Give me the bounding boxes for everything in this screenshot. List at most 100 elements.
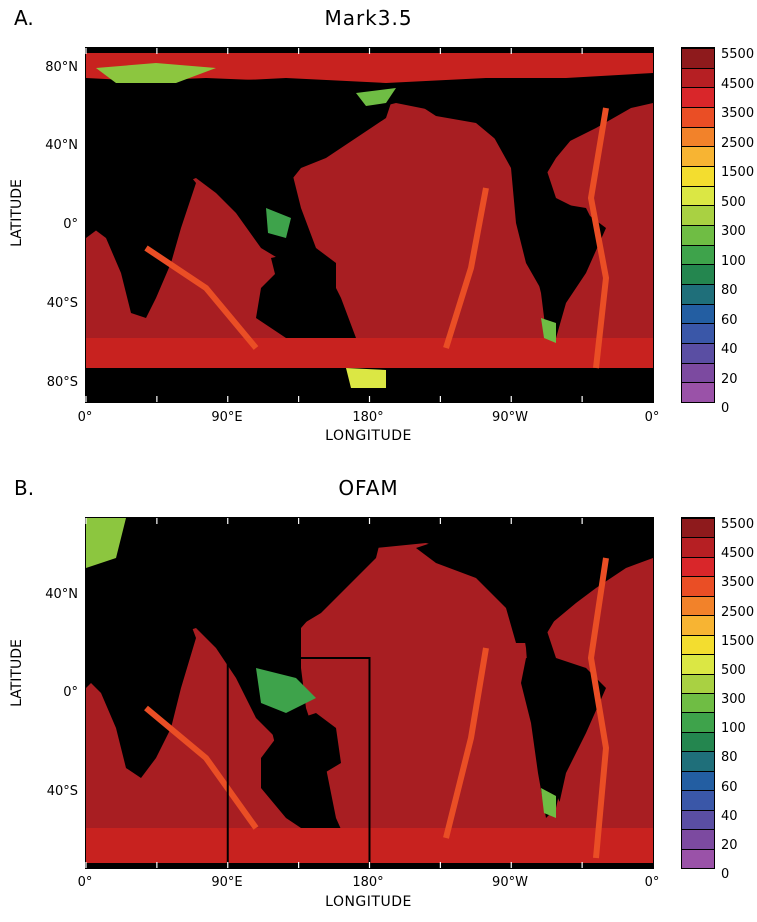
ocean-pacific: [291, 103, 556, 373]
colorbar-label: 60: [721, 312, 738, 328]
map-svg: [86, 518, 653, 868]
shelf-antarctic: [346, 368, 386, 388]
colorbar-label: 60: [721, 779, 738, 795]
colorbar-swatch: [682, 654, 714, 674]
ocean-atlantic: [546, 103, 653, 378]
colorbar-swatch: [682, 829, 714, 849]
colorbar-label: 3500: [721, 106, 755, 121]
colorbar-label: 300: [721, 692, 746, 707]
map-svg: [86, 48, 653, 402]
colorbar-swatch: [682, 244, 714, 265]
panel-ofam: B. OFAM LATITUDE 40°N 0° 40°S 0° 90°E 18…: [0, 470, 757, 922]
colorbar-swatch: [682, 284, 714, 304]
y-tick-label: 40°S: [46, 296, 78, 311]
x-tick-label: 90°E: [211, 410, 243, 425]
ocean-arctic: [86, 53, 653, 83]
colorbar-label: 4500: [721, 546, 755, 562]
colorbar-label: 1500: [721, 165, 755, 180]
ridge-indian: [144, 705, 259, 830]
land-south-america: [521, 658, 596, 818]
land-eurasia: [86, 518, 386, 638]
colorbar-label: 40: [721, 808, 738, 824]
colorbar-swatch: [682, 848, 714, 868]
colorbar-swatch: [682, 303, 714, 324]
ocean-southern: [86, 338, 653, 368]
colorbar-label: 1500: [721, 633, 755, 649]
colorbar-swatch: [682, 166, 714, 186]
bathymetry-map: [85, 517, 654, 869]
region-box: [226, 657, 371, 868]
x-tick-label: 180°: [352, 875, 384, 890]
y-tick-label: 40°N: [45, 138, 78, 153]
x-tick-label: 0°: [644, 410, 660, 425]
x-tick-label: 90°W: [492, 410, 528, 425]
ridge-midatlantic: [587, 107, 610, 369]
colorbar-label: 100: [721, 253, 746, 269]
colorbar-swatch: [682, 185, 714, 206]
colorbar-swatch: [682, 146, 714, 166]
x-tick-label: 0°: [77, 875, 93, 890]
colorbar-label: 500: [721, 662, 746, 678]
land-eurasia: [86, 78, 396, 198]
x-axis-label: LONGITUDE: [325, 894, 412, 910]
x-tick-label: 90°W: [492, 875, 528, 890]
colorbar-label: 20: [721, 837, 738, 853]
colorbar-label: 20: [721, 371, 738, 387]
x-tick-label: 0°: [644, 875, 660, 890]
colorbar-label: 0: [721, 401, 730, 416]
colorbar-swatch: [682, 225, 714, 245]
colorbar-label: 2500: [721, 604, 755, 620]
colorbar-swatch: [682, 343, 714, 363]
y-tick-label: 0°: [63, 685, 78, 700]
colorbar-label: 40: [721, 342, 738, 357]
land-south-america: [521, 198, 596, 333]
colorbar-label: 2500: [721, 135, 755, 151]
colorbar-label: 0: [721, 867, 730, 882]
colorbar-swatch: [682, 362, 714, 383]
colorbar-swatch: [682, 615, 714, 635]
panel-mark35: A. Mark3.5 LATITUDE: [0, 0, 757, 460]
colorbar-swatch: [682, 107, 714, 127]
colorbar-swatch: [682, 731, 714, 752]
colorbar-label: 500: [721, 194, 746, 210]
land-north-america: [416, 518, 606, 643]
shelf-indonesia: [266, 208, 291, 238]
land-north-america: [416, 83, 586, 183]
y-axis-label: LATITUDE: [9, 179, 25, 247]
colorbar-swatch: [682, 595, 714, 616]
colorbar-swatch: [682, 87, 714, 107]
shelf-patagonia: [541, 788, 556, 818]
land-australia: [271, 713, 341, 778]
colorbar-swatch: [682, 537, 714, 557]
y-tick-label: 0°: [63, 217, 78, 232]
y-tick-label: 80°S: [46, 375, 78, 390]
colorbar-swatch: [682, 790, 714, 810]
ridge-indian: [144, 245, 259, 350]
y-tick-label: 40°N: [45, 587, 78, 602]
shelf-patagonia: [541, 318, 556, 343]
colorbar-swatch: [682, 518, 714, 538]
colorbar-swatch: [682, 751, 714, 771]
land-australia: [271, 248, 336, 308]
shelf-arctic: [96, 63, 216, 83]
land-africa: [86, 138, 196, 318]
colorbar-swatch: [682, 576, 714, 596]
colorbar-swatch: [682, 126, 714, 147]
colorbar-label: 5500: [721, 47, 755, 62]
colorbar-label: 100: [721, 721, 746, 737]
colorbar-label: 4500: [721, 76, 755, 92]
colorbar-swatch: [682, 205, 714, 225]
colorbar-swatch: [682, 712, 714, 732]
panel-letter: A.: [14, 6, 34, 30]
colorbar-swatch: [682, 673, 714, 693]
colorbar-label: 80: [721, 283, 738, 298]
colorbar-label: 5500: [721, 517, 755, 532]
colorbar-label: 80: [721, 750, 738, 766]
shelf-siberia: [356, 88, 396, 106]
colorbar-label: 3500: [721, 575, 755, 591]
colorbar-swatch: [682, 67, 714, 88]
colorbar-swatch: [682, 693, 714, 713]
colorbar-swatch: [682, 323, 714, 343]
panel-title: Mark3.5: [324, 6, 413, 30]
ocean-pacific: [301, 543, 566, 863]
